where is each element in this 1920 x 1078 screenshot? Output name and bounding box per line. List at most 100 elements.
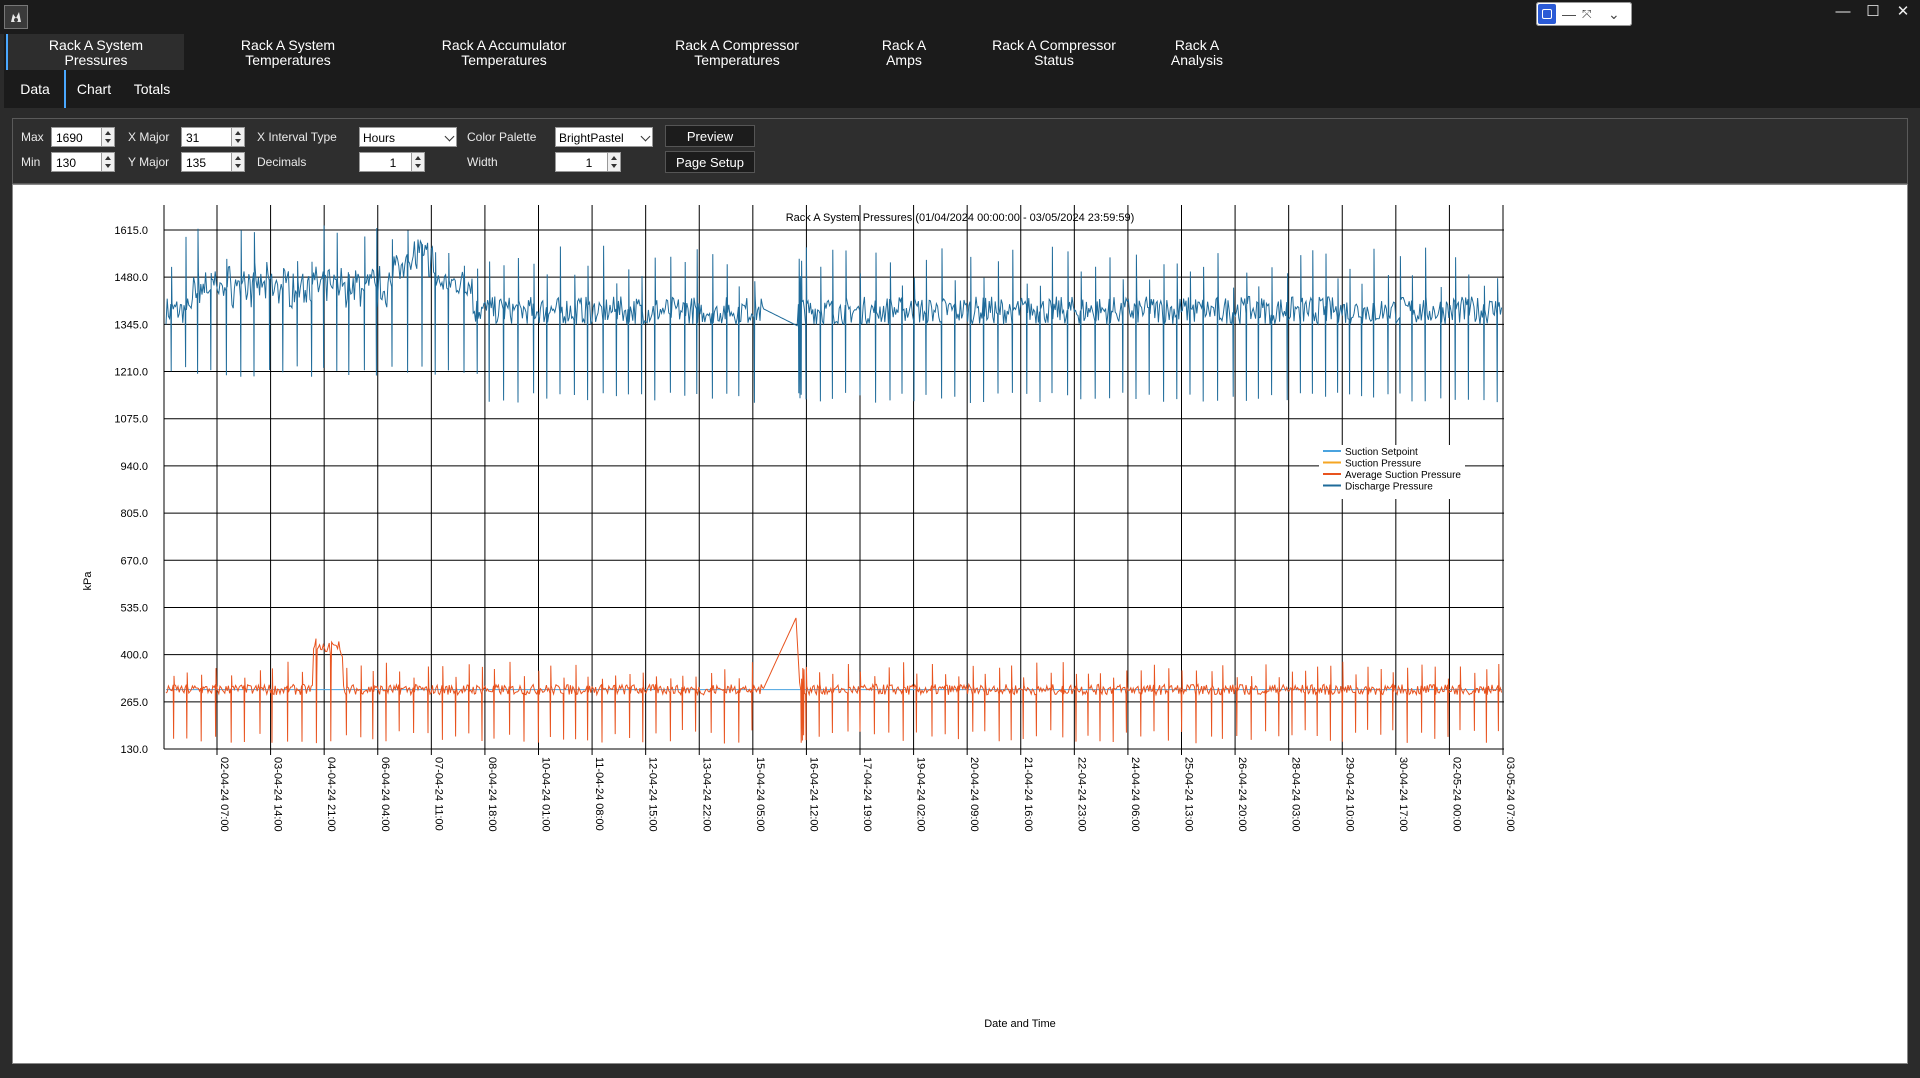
x-tick-label: 12-04-24 15:00 [647,757,659,832]
y-tick-label: 1615.0 [114,225,148,237]
y-tick-label: 130.0 [120,744,148,756]
tab-totals[interactable]: Totals [133,81,171,97]
x-tick-label: 21-04-24 16:00 [1022,757,1034,832]
primary-tab-bar: Rack A System Pressures Rack A System Te… [4,34,1920,70]
tab-data[interactable]: Data [20,81,50,97]
y-tick-label: 1480.0 [114,272,148,284]
x-tick-label: 29-04-24 10:00 [1343,757,1355,832]
x-tick-label: 10-04-24 01:00 [540,757,552,832]
xmajor-label: X Major [128,130,170,144]
y-tick-label: 1210.0 [114,367,148,379]
app-logo-icon[interactable] [4,5,28,29]
y-tick-label: 670.0 [120,555,148,567]
legend-box [1319,445,1465,499]
chart-grid: 1615.0 1480.0 1345.0 1210.0 1075.0 940.0 805.0… [114,205,1516,832]
y-tick-label: 940.0 [120,461,148,473]
x-tick-label: 02-05-24 00:00 [1450,757,1462,832]
min-input[interactable]: 130 [51,152,113,172]
tab-amps[interactable]: Rack A Amps [881,37,927,68]
tab-accumulator-temperatures[interactable]: Rack A Accumulator Temperatures [441,37,567,68]
chevron-down-icon [444,131,455,142]
ymajor-input[interactable]: 135 [181,152,243,172]
x-tick-label: 07-04-24 11:00 [432,757,444,831]
tab-analysis[interactable]: Rack A Analysis [1170,37,1224,68]
close-button[interactable]: ✕ [1896,3,1910,20]
decimals-spinner[interactable] [411,152,425,172]
x-tick-label: 11-04-24 08:00 [593,757,605,831]
y-tick-label: 805.0 [120,508,148,520]
x-tick-label: 03-04-24 14:00 [272,757,284,832]
tab-compressor-temperatures[interactable]: Rack A Compressor Temperatures [675,37,799,68]
palette-label: Color Palette [467,130,537,144]
legend-entry: Suction Pressure [1345,459,1422,470]
screen-share-icon[interactable] [1538,4,1556,24]
status-strip [0,1064,1920,1078]
palette-select[interactable]: BrightPastel [555,127,653,147]
chart-series [165,225,1503,744]
x-tick-label: 26-04-24 20:00 [1236,757,1248,832]
maximize-button[interactable]: ☐ [1866,3,1880,20]
tab-chart[interactable]: Chart [64,70,122,108]
x-tick-label: 16-04-24 12:00 [807,757,819,832]
x-tick-label: 06-04-24 04:00 [379,757,391,832]
x-tick-label: 22-04-24 23:00 [1075,757,1087,832]
min-label: Min [21,155,41,169]
minimize-button[interactable]: — [1835,3,1851,20]
y-tick-label: 1075.0 [114,414,148,426]
x-tick-label: 08-04-24 18:00 [486,757,498,832]
x-tick-label: 17-04-24 19:00 [861,757,873,832]
x-tick-label: 28-04-24 03:00 [1290,757,1302,832]
x-tick-label: 13-04-24 22:00 [700,757,712,832]
x-axis-label: Date and Time [984,1018,1056,1030]
palette-value: BrightPastel [559,131,624,145]
minus-icon[interactable]: — [1562,6,1576,22]
y-tick-label: 400.0 [120,650,148,662]
floating-toolbar-widget[interactable]: — ⤧ ⌄ [1536,2,1632,26]
ymajor-spinner[interactable] [231,152,245,172]
min-spinner[interactable] [101,152,115,172]
y-axis-label: kPa [82,571,94,591]
chevron-down-icon[interactable]: ⌄ [1608,6,1620,22]
legend-entry: Average Suction Pressure [1345,470,1461,481]
title-bar: — ⤧ ⌄ — ☐ ✕ [0,0,1920,34]
chart-area: Rack A System Pressures (01/04/2024 00:0… [12,184,1908,1064]
chevron-down-icon [640,131,651,142]
x-tick-label: 25-04-24 13:00 [1183,757,1195,832]
width-spinner[interactable] [607,152,621,172]
legend-entry: Discharge Pressure [1345,482,1433,493]
x-tick-label: 24-04-24 06:00 [1129,757,1141,832]
xinterval-label: X Interval Type [257,130,337,144]
max-label: Max [21,130,44,144]
decimals-input[interactable]: 1 [359,152,423,172]
chart-settings-toolbar: Max 1690 Min 130 X Major 31 Y Major 135 … [12,118,1908,184]
xinterval-select[interactable]: Hours [359,127,457,147]
collapse-icon[interactable]: ⤧ [1582,7,1592,21]
series-discharge-pressure [165,225,1503,404]
width-input[interactable]: 1 [555,152,619,172]
decimals-label: Decimals [257,155,307,169]
tab-compressor-status[interactable]: Rack A Compressor Status [992,37,1116,68]
x-tick-label: 20-04-24 09:00 [968,757,980,832]
x-tick-label: 30-04-24 17:00 [1397,757,1409,832]
y-tick-label: 535.0 [120,602,148,614]
xinterval-value: Hours [363,131,396,145]
tab-system-pressures[interactable]: Rack A System Pressures [6,34,184,70]
secondary-tab-bar: Data Chart Totals [4,70,1920,108]
chart-title: Rack A System Pressures (01/04/2024 00:0… [786,212,1135,224]
max-spinner[interactable] [101,127,115,147]
legend-entry: Suction Setpoint [1345,447,1418,458]
width-label: Width [467,155,498,169]
preview-button[interactable]: Preview [665,125,755,147]
ymajor-label: Y Major [128,155,170,169]
x-tick-label: 15-04-24 05:00 [754,757,766,832]
xmajor-input[interactable]: 31 [181,127,243,147]
max-input[interactable]: 1690 [51,127,113,147]
xmajor-spinner[interactable] [231,127,245,147]
x-tick-label: 03-05-24 07:00 [1504,757,1516,832]
y-tick-label: 265.0 [120,697,148,709]
y-tick-label: 1345.0 [114,319,148,331]
page-setup-button[interactable]: Page Setup [665,151,755,173]
tab-system-temperatures[interactable]: Rack A System Temperatures [240,37,336,68]
series-average-suction-pressure [165,617,1503,744]
